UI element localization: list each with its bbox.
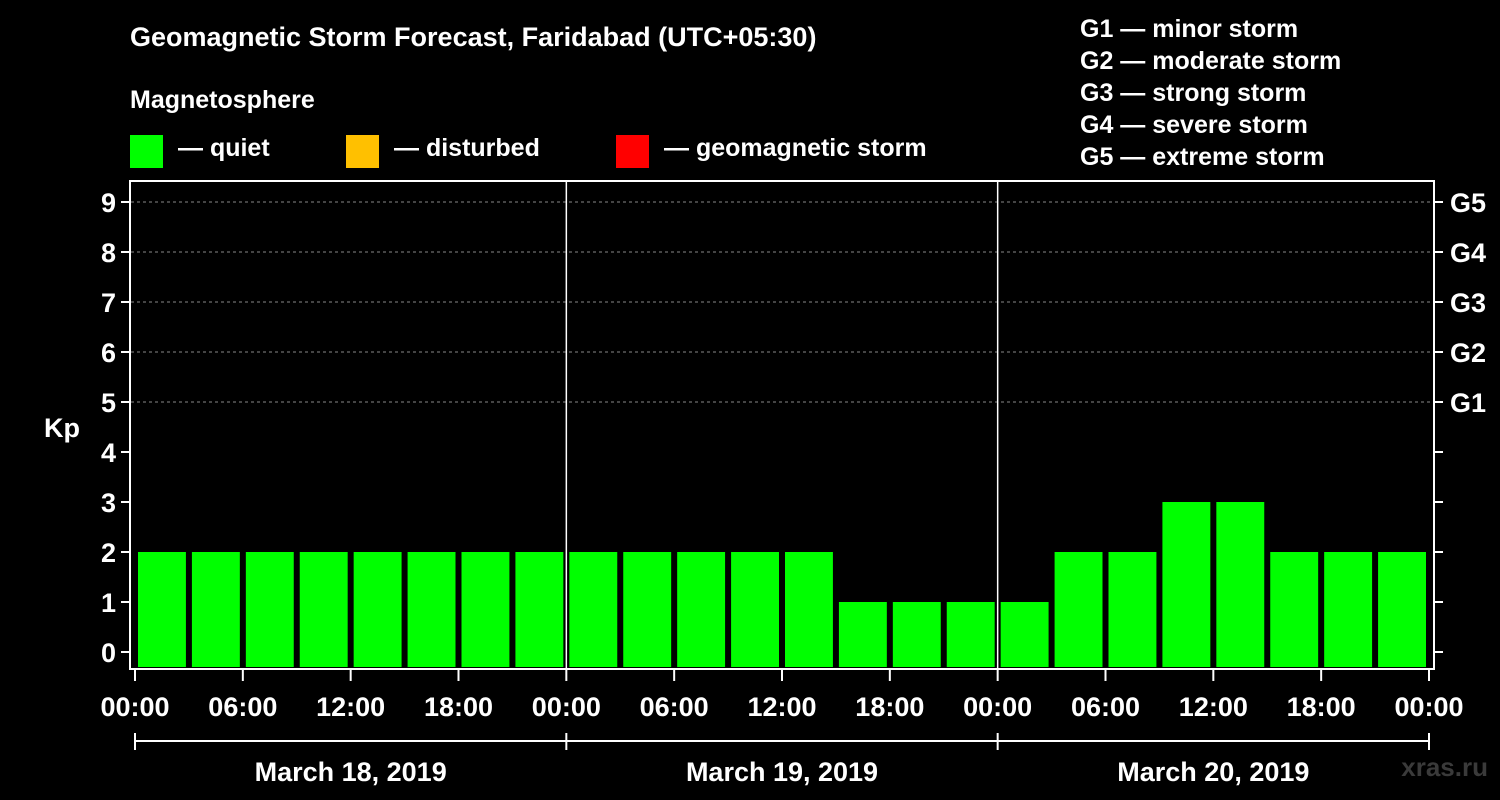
kp-bar — [731, 552, 779, 667]
kp-bar — [623, 552, 672, 667]
storm-level-g2: G2 — moderate storm — [1080, 47, 1342, 75]
kp-bar — [1216, 502, 1265, 667]
kp-bar — [1324, 552, 1373, 667]
kp-bar — [785, 552, 833, 667]
chart-title: Geomagnetic Storm Forecast, Faridabad (U… — [130, 22, 817, 52]
kp-bar — [353, 552, 402, 667]
y-tick-label: 6 — [101, 338, 116, 368]
kp-bar — [407, 552, 456, 667]
x-tick-label: 06:00 — [208, 692, 277, 722]
y-tick-label: 1 — [101, 588, 116, 618]
legend-swatch-storm — [616, 135, 649, 168]
day-label: March 20, 2019 — [1117, 757, 1309, 787]
x-tick-label: 18:00 — [855, 692, 924, 722]
kp-bar — [1162, 502, 1211, 667]
kp-bar — [1054, 552, 1103, 667]
x-tick-label: 12:00 — [316, 692, 385, 722]
y-tick-label: 2 — [101, 538, 116, 568]
kp-bar — [892, 602, 941, 667]
day-label: March 18, 2019 — [255, 757, 447, 787]
storm-level-tick-label: G1 — [1450, 388, 1486, 418]
kp-bar — [1108, 552, 1157, 667]
legend-swatch-quiet — [130, 135, 163, 168]
y-tick-label: 5 — [101, 388, 116, 418]
kp-bar — [1270, 552, 1319, 667]
x-tick-label: 00:00 — [532, 692, 601, 722]
storm-level-tick-label: G5 — [1450, 188, 1486, 218]
y-tick-label: 7 — [101, 288, 116, 318]
day-label: March 19, 2019 — [686, 757, 878, 787]
legend-label-disturbed: — disturbed — [394, 134, 540, 162]
y-tick-label: 9 — [101, 188, 116, 218]
x-tick-label: 12:00 — [1179, 692, 1248, 722]
x-tick-label: 06:00 — [640, 692, 709, 722]
kp-bar — [138, 552, 186, 667]
storm-level-g5: G5 — extreme storm — [1080, 143, 1325, 171]
x-tick-label: 00:00 — [1394, 692, 1463, 722]
x-tick-label: 18:00 — [424, 692, 493, 722]
storm-level-tick-label: G3 — [1450, 288, 1486, 318]
kp-bar — [461, 552, 510, 667]
kp-bar — [515, 552, 564, 667]
storm-level-tick-label: G2 — [1450, 338, 1486, 368]
legend-label-quiet: — quiet — [178, 134, 270, 162]
y-tick-label: 4 — [101, 438, 116, 468]
kp-bar — [946, 602, 995, 667]
x-tick-label: 00:00 — [100, 692, 169, 722]
kp-bar — [838, 602, 887, 667]
kp-bar — [677, 552, 726, 667]
legend-title: Magnetosphere — [130, 86, 315, 114]
storm-level-tick-label: G4 — [1450, 238, 1486, 268]
kp-bar — [1378, 552, 1426, 667]
x-tick-label: 12:00 — [747, 692, 816, 722]
storm-level-g1: G1 — minor storm — [1080, 15, 1299, 43]
x-tick-label: 00:00 — [963, 692, 1032, 722]
x-tick-label: 18:00 — [1287, 692, 1356, 722]
y-axis-label: Kp — [44, 413, 80, 443]
watermark: xras.ru — [1401, 752, 1488, 782]
kp-bar — [245, 552, 294, 667]
x-tick-label: 06:00 — [1071, 692, 1140, 722]
kp-bar — [191, 552, 240, 667]
y-tick-label: 0 — [101, 638, 116, 668]
storm-level-g4: G4 — severe storm — [1080, 111, 1308, 139]
kp-bar — [299, 552, 348, 667]
legend-label-storm: — geomagnetic storm — [664, 134, 927, 162]
y-tick-label: 8 — [101, 238, 116, 268]
legend-swatch-disturbed — [346, 135, 379, 168]
kp-bar — [569, 552, 618, 667]
y-tick-label: 3 — [101, 488, 116, 518]
kp-bar — [1000, 602, 1049, 667]
storm-level-g3: G3 — strong storm — [1080, 79, 1307, 107]
